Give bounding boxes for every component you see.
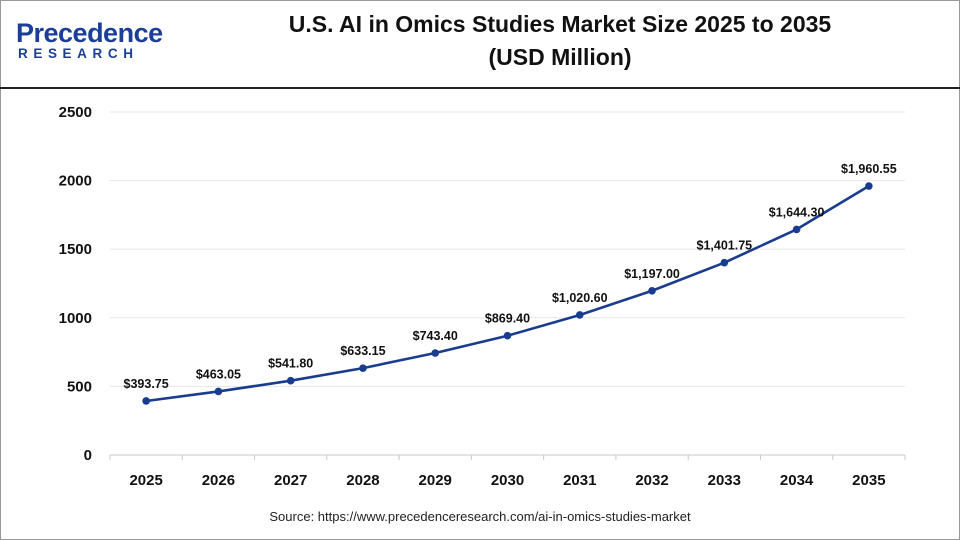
data-point: [792, 225, 801, 234]
data-point: [503, 331, 512, 340]
x-tick-label: 2031: [563, 472, 596, 489]
data-label: $463.05: [196, 367, 241, 381]
logo-wordmark: Precedence: [16, 18, 163, 48]
data-point: [431, 349, 440, 357]
logo-subtitle: RESEARCH: [18, 46, 139, 61]
data-label: $633.15: [340, 344, 385, 358]
data-point: [720, 258, 729, 267]
data-label: $1,960.55: [841, 162, 897, 176]
data-label: $1,197.00: [624, 267, 680, 281]
header: Precedence RESEARCH U.S. AI in Omics Stu…: [0, 0, 960, 86]
data-point: [865, 182, 873, 190]
data-label: $541.80: [268, 357, 313, 371]
data-label: $869.40: [485, 312, 530, 326]
chart-title-line1: U.S. AI in Omics Studies Market Size 202…: [288, 11, 832, 37]
data-point: [286, 376, 295, 385]
y-tick-label: 500: [67, 378, 92, 395]
data-label: $1,401.75: [697, 239, 753, 253]
header-divider: [0, 87, 960, 89]
x-tick-label: 2034: [780, 472, 814, 489]
data-label: $743.40: [413, 329, 458, 343]
data-label: $393.75: [124, 377, 169, 391]
data-point: [575, 311, 584, 319]
data-point: [648, 286, 656, 295]
x-tick-label: 2030: [491, 472, 524, 489]
brand-logo: Precedence RESEARCH: [16, 18, 163, 64]
x-tick-label: 2033: [708, 472, 741, 489]
y-tick-label: 2000: [59, 173, 92, 190]
data-point: [142, 397, 150, 405]
series-line: [145, 184, 870, 403]
x-tick-label: 2035: [852, 472, 885, 489]
data-label: $1,020.60: [552, 291, 608, 305]
data-point: [359, 364, 367, 372]
chart-title-line2: (USD Million): [488, 44, 632, 70]
y-tick-label: 0: [84, 447, 92, 464]
x-tick-label: 2028: [346, 472, 379, 489]
y-tick-label: 1000: [59, 310, 92, 327]
x-tick-label: 2026: [202, 472, 235, 489]
x-tick-label: 2032: [635, 472, 668, 489]
data-point: [214, 387, 223, 396]
data-label: $1,644.30: [769, 205, 825, 219]
chart-title: U.S. AI in Omics Studies Market Size 202…: [250, 8, 870, 74]
x-tick-label: 2027: [274, 472, 307, 489]
y-tick-label: 1500: [59, 241, 92, 258]
x-tick-label: 2025: [129, 472, 162, 489]
source-note: Source: https://www.precedenceresearch.c…: [269, 509, 691, 524]
x-tick-label: 2029: [419, 472, 452, 489]
y-tick-label: 2500: [59, 104, 92, 121]
